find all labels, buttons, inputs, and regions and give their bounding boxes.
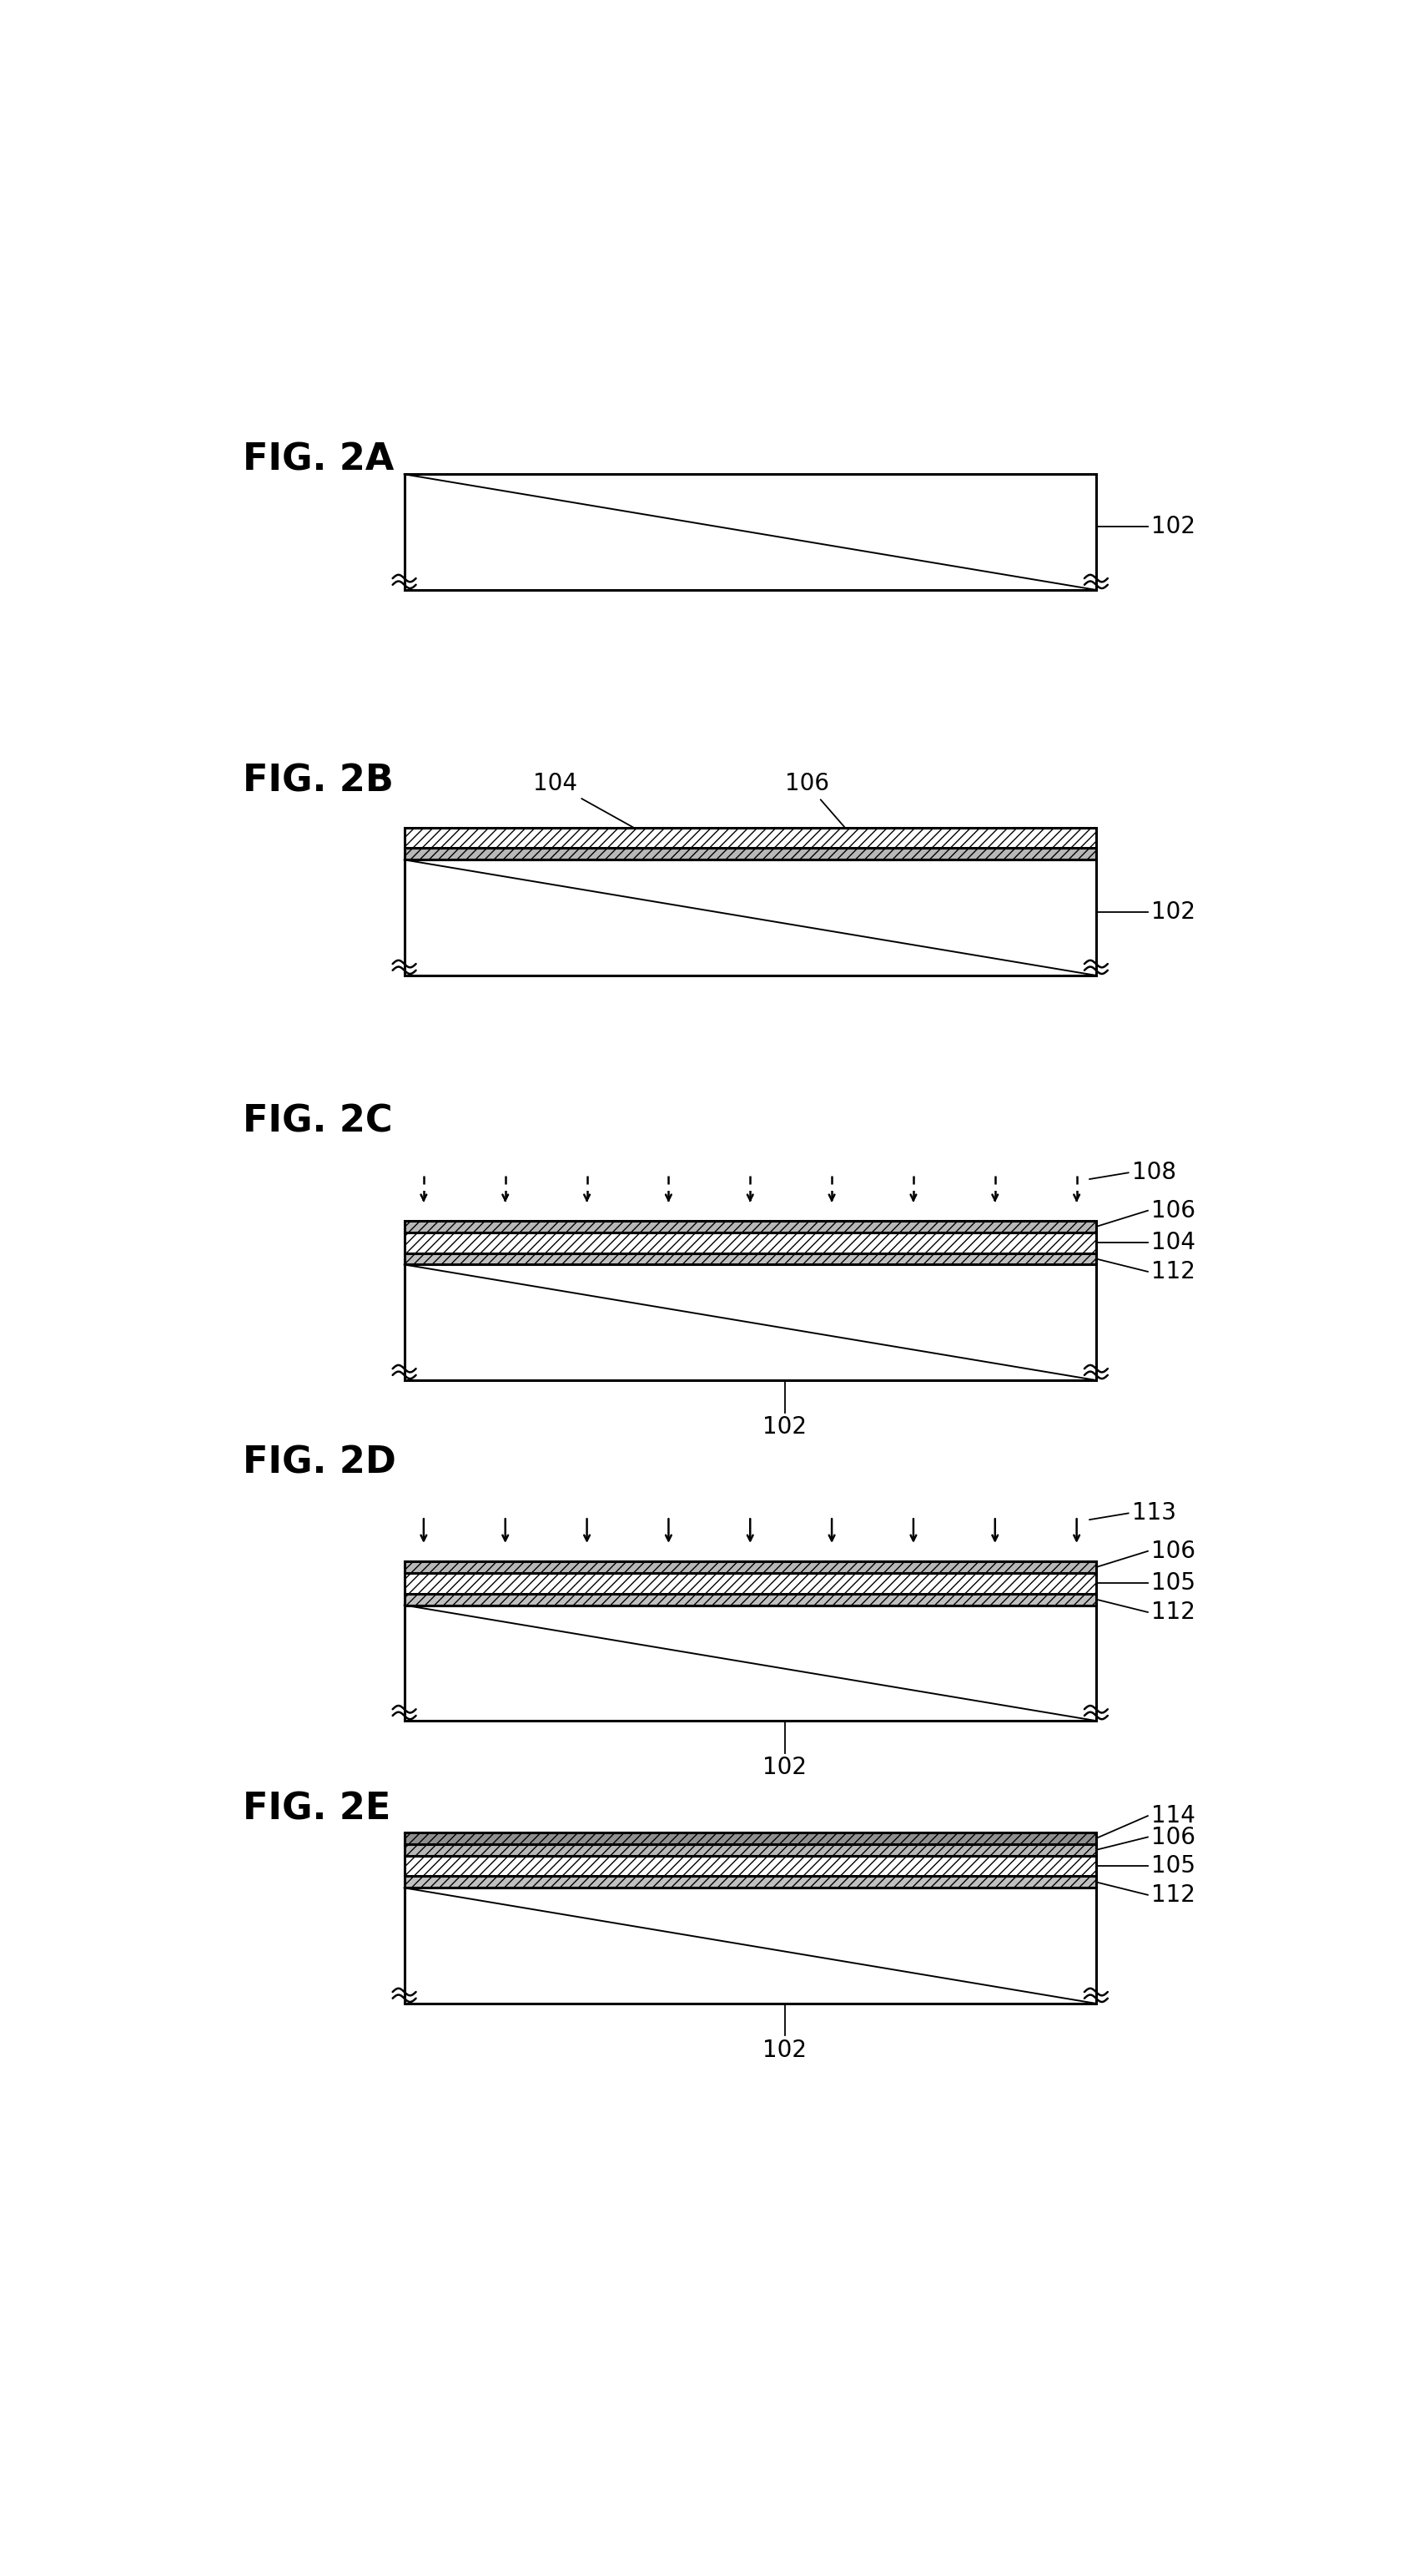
Text: 106: 106	[1151, 1540, 1195, 1564]
Text: 114: 114	[1151, 1803, 1195, 1826]
Text: FIG. 2E: FIG. 2E	[242, 1790, 390, 1826]
Bar	[404, 1221, 1096, 1231]
Bar	[404, 474, 1096, 590]
Bar	[404, 1832, 1096, 1844]
Bar	[404, 827, 1096, 848]
Bar	[404, 1855, 1096, 1875]
Text: 112: 112	[1151, 1883, 1195, 1906]
Text: 105: 105	[1151, 1855, 1195, 1878]
Text: 112: 112	[1151, 1260, 1195, 1283]
Text: 105: 105	[1151, 1571, 1195, 1595]
Bar	[404, 1595, 1096, 1605]
Text: 113: 113	[1132, 1502, 1176, 1525]
Bar	[404, 1888, 1096, 2004]
Text: 112: 112	[1151, 1600, 1195, 1623]
Text: 102: 102	[763, 1757, 807, 1780]
Text: 106: 106	[785, 773, 853, 837]
Text: 102: 102	[763, 2038, 807, 2063]
Bar	[404, 848, 1096, 860]
Text: 102: 102	[1151, 899, 1195, 925]
Bar	[404, 1844, 1096, 1855]
Bar	[404, 1605, 1096, 1721]
Text: 108: 108	[1132, 1162, 1176, 1185]
Text: 104: 104	[533, 773, 679, 853]
Bar	[404, 1252, 1096, 1265]
Text: FIG. 2B: FIG. 2B	[242, 762, 393, 799]
Text: FIG. 2A: FIG. 2A	[242, 443, 394, 479]
Text: FIG. 2D: FIG. 2D	[242, 1445, 396, 1481]
Bar	[404, 1574, 1096, 1595]
Text: 106: 106	[1151, 1198, 1195, 1221]
Bar	[404, 1231, 1096, 1252]
Text: 102: 102	[1151, 515, 1195, 538]
Text: 104: 104	[1151, 1231, 1195, 1255]
Bar	[404, 1265, 1096, 1381]
Text: 102: 102	[763, 1417, 807, 1440]
Text: 106: 106	[1151, 1826, 1195, 1850]
Bar	[404, 1875, 1096, 1888]
Bar	[404, 1561, 1096, 1574]
Text: FIG. 2C: FIG. 2C	[242, 1105, 393, 1139]
Bar	[404, 860, 1096, 976]
